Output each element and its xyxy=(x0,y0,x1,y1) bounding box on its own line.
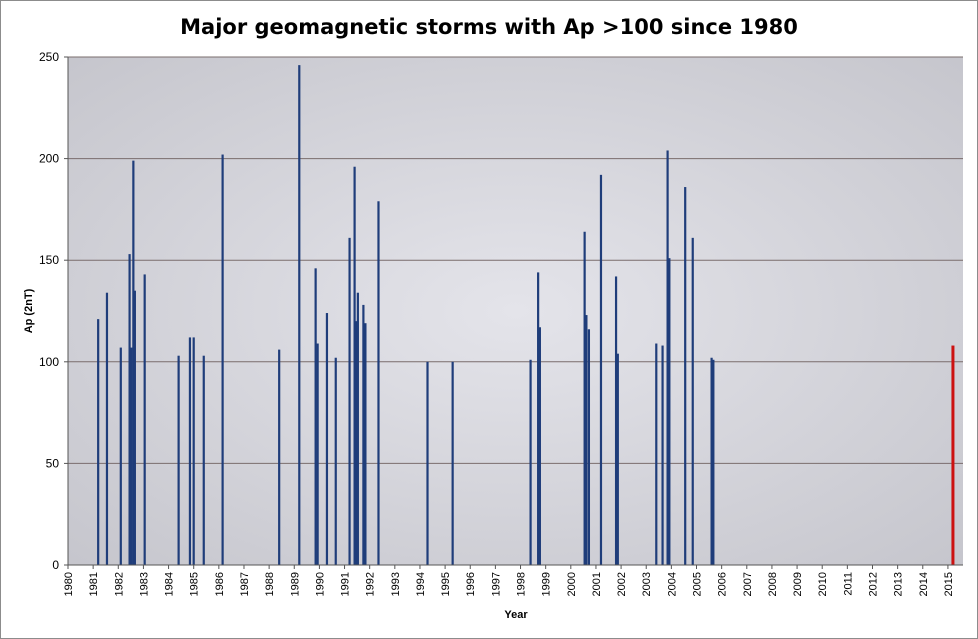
x-tick-label: 2004 xyxy=(666,572,678,596)
storm-bar xyxy=(668,258,671,565)
storm-bar xyxy=(655,343,658,565)
storm-bar xyxy=(314,268,317,565)
x-tick-label: 1981 xyxy=(88,572,100,596)
x-tick-label: 1990 xyxy=(314,572,326,596)
x-tick-label: 2011 xyxy=(842,572,854,596)
storm-bar xyxy=(177,355,180,565)
y-tick-label: 50 xyxy=(46,456,60,470)
x-tick-label: 2013 xyxy=(893,572,905,596)
x-tick-label: 2015 xyxy=(943,572,955,596)
storm-bar xyxy=(105,292,109,565)
storm-bar xyxy=(221,154,224,565)
storm-bar xyxy=(143,274,146,565)
x-tick-label: 1985 xyxy=(189,572,201,596)
storm-bar xyxy=(355,321,358,565)
storm-bar xyxy=(712,359,715,565)
storm-bar xyxy=(119,347,122,565)
x-tick-label: 2006 xyxy=(717,572,729,596)
x-tick-label: 1980 xyxy=(63,572,75,596)
storm-bar xyxy=(192,337,195,565)
storm-bar xyxy=(325,313,329,565)
storm-bar xyxy=(364,323,367,565)
storm-bar xyxy=(348,237,351,565)
y-tick-label: 150 xyxy=(39,253,59,267)
storm-bar xyxy=(691,237,694,565)
storm-bar xyxy=(587,329,591,565)
x-tick-label: 1983 xyxy=(138,572,150,596)
storm-bar xyxy=(298,65,301,566)
storm-bar xyxy=(353,166,356,565)
storm-bar xyxy=(334,357,337,565)
plot-area xyxy=(68,57,963,565)
x-tick-label: 2008 xyxy=(767,572,779,596)
storm-bar xyxy=(128,254,131,565)
storm-bar xyxy=(614,276,618,565)
storm-bar xyxy=(278,349,281,565)
x-tick-label: 1995 xyxy=(440,572,452,596)
x-tick-label: 2012 xyxy=(867,572,879,596)
x-tick-label: 1989 xyxy=(289,572,301,596)
x-tick-label: 2000 xyxy=(566,572,578,596)
x-tick-label: 1986 xyxy=(214,572,226,596)
y-tick-label: 250 xyxy=(39,50,59,64)
x-tick-label: 2002 xyxy=(616,572,628,596)
storm-bar xyxy=(616,353,619,565)
x-tick-label: 2014 xyxy=(918,572,930,596)
x-tick-label: 1999 xyxy=(541,572,553,596)
x-tick-label: 1998 xyxy=(516,572,528,596)
storm-bar xyxy=(666,150,669,566)
x-axis-label: Year xyxy=(504,609,528,621)
x-tick-label: 1987 xyxy=(239,572,251,596)
storm-bar-2015 xyxy=(951,345,955,565)
x-tick-label: 1982 xyxy=(113,572,125,596)
storm-bar xyxy=(710,357,713,565)
axes xyxy=(64,56,963,569)
storm-bar xyxy=(538,327,541,565)
storm-bar xyxy=(132,160,135,565)
y-tick-labels: 0 50 100 150 200 250 xyxy=(39,50,59,572)
y-tick-label: 100 xyxy=(39,355,59,369)
chart-title: Major geomagnetic storms with Ap >100 si… xyxy=(180,15,798,39)
storm-bar xyxy=(130,347,133,565)
x-tick-label: 1993 xyxy=(390,572,402,596)
x-tick-label: 2001 xyxy=(591,572,603,596)
storm-bar xyxy=(356,292,359,565)
storm-bar xyxy=(97,319,100,565)
gridlines xyxy=(68,56,963,464)
storm-bar xyxy=(316,343,319,565)
storm-bar xyxy=(451,361,454,565)
storm-bar xyxy=(537,272,540,565)
x-tick-label: 1997 xyxy=(490,572,502,596)
x-tick-labels: 1980 1981 1982 1983 1984 1985 1986 1987 1988 1989… xyxy=(63,572,955,596)
storm-bar xyxy=(583,231,586,565)
x-tick-label: 2003 xyxy=(641,572,653,596)
x-tick-label: 1992 xyxy=(365,572,377,596)
x-tick-label: 2005 xyxy=(692,572,704,596)
x-tick-label: 1984 xyxy=(164,572,176,596)
storm-bar xyxy=(426,361,429,565)
x-tick-label: 1988 xyxy=(264,572,276,596)
y-axis-label: Ap (2nT) xyxy=(23,288,35,333)
x-tick-label: 1994 xyxy=(415,572,427,596)
x-tick-label: 2007 xyxy=(742,572,754,596)
storm-bar xyxy=(202,355,205,565)
storm-bar xyxy=(377,201,380,565)
x-tick-label: 1991 xyxy=(340,572,352,596)
storm-bar xyxy=(133,290,136,565)
storm-bar xyxy=(661,345,664,565)
x-tick-label: 1996 xyxy=(465,572,477,596)
x-tick-label: 2009 xyxy=(792,572,804,596)
storm-bar xyxy=(585,315,588,565)
bars xyxy=(97,65,955,566)
storm-bar xyxy=(188,337,192,565)
storm-bar xyxy=(362,304,365,565)
y-tick-label: 200 xyxy=(39,152,59,166)
storm-bar xyxy=(599,174,603,565)
x-tick-label: 2010 xyxy=(817,572,829,596)
y-tick-label: 0 xyxy=(52,558,59,572)
storm-bar xyxy=(684,187,687,565)
storm-bar xyxy=(529,359,532,565)
